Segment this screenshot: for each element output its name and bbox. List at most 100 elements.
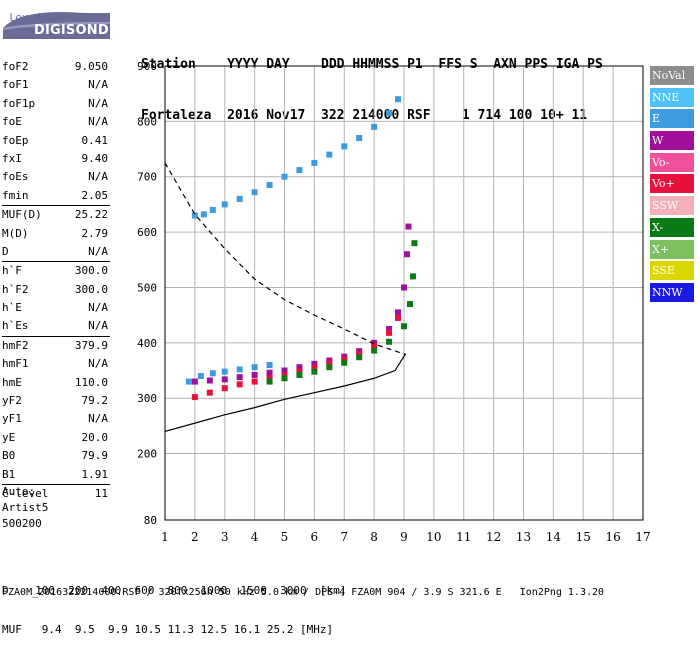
param-row: hmF2 379.9 [2, 337, 110, 355]
param-row: foF1 N/A [2, 76, 110, 94]
data-point [341, 356, 348, 363]
data-point [206, 389, 213, 396]
data-point [251, 378, 258, 385]
y-tick-label: 400 [137, 337, 157, 350]
data-point [406, 301, 413, 308]
param-row: foEp 0.41 [2, 132, 110, 150]
param-value: 9.40 [81, 151, 109, 165]
param-row: yE 20.0 [2, 429, 110, 447]
data-point [356, 134, 363, 141]
param-name: h`F [2, 264, 22, 278]
data-point [221, 376, 228, 383]
ionogram-chart: 1 2 3 4 5 6 7 8 9 10 11 12 13 14 15 16 17802003004005006… [137, 60, 651, 544]
data-point [197, 373, 204, 380]
param-row: yF2 79.2 [2, 392, 110, 410]
data-point [209, 370, 216, 377]
data-point [326, 360, 333, 367]
param-name: B1 [2, 467, 16, 481]
param-name: foEp [2, 133, 29, 147]
data-point [296, 368, 303, 375]
data-point [326, 364, 333, 371]
param-value: N/A [88, 96, 108, 110]
x-tick-label: 1 [161, 530, 169, 544]
param-row: C-level 11 [2, 485, 110, 503]
param-value: N/A [88, 319, 108, 333]
legend-item: SSW [650, 196, 694, 216]
param-row: hmE 110.0 [2, 374, 110, 392]
legend-item: Vo- [650, 152, 694, 172]
param-name: MUF(D) [2, 208, 42, 222]
data-point [296, 371, 303, 378]
data-point [409, 273, 416, 280]
param-row: B1 1.91 [2, 466, 110, 484]
x-tick-label: 6 [311, 530, 319, 544]
logo: Lowell DIGISONDE [0, 0, 120, 50]
x-tick-label: 16 [605, 530, 620, 544]
autoscaling-info: Auto: Artist5 500200 [2, 484, 48, 532]
param-separator [2, 335, 110, 337]
param-row: foE N/A [2, 113, 110, 131]
data-point [411, 240, 418, 247]
data-point [311, 159, 318, 166]
param-row: fxI 9.40 [2, 150, 110, 168]
param-value: N/A [88, 170, 108, 184]
y-tick-label: 200 [137, 448, 157, 461]
distance-row: D 100 200 400 600 800 1000 1500 3000 [km… [2, 584, 347, 597]
param-value: 2.05 [81, 188, 109, 202]
data-point [405, 223, 412, 230]
data-point [200, 211, 207, 218]
x-tick-label: 11 [456, 530, 471, 544]
data-point [236, 381, 243, 388]
param-name: B0 [2, 449, 16, 463]
file-info-footer: FZA0M_2016322214000.RSF / 320fx256h 50 k… [2, 587, 605, 598]
data-point [251, 364, 258, 371]
data-point [296, 167, 303, 174]
param-name: C-level [2, 486, 49, 500]
x-tick-label: 10 [426, 530, 441, 544]
param-name: h`E [2, 301, 22, 315]
param-name: yF1 [2, 412, 22, 426]
data-point [401, 284, 407, 291]
data-point [371, 123, 378, 130]
param-value: 0.41 [81, 133, 109, 147]
y-tick-label: 900 [137, 60, 157, 73]
data-point [191, 212, 198, 219]
legend-item: X- [650, 217, 694, 237]
data-point [296, 364, 303, 371]
x-tick-label: 7 [340, 530, 348, 544]
data-point [386, 338, 393, 345]
data-point [311, 368, 318, 375]
data-point [311, 364, 318, 371]
data-point [266, 378, 273, 385]
legend-item: W [650, 131, 694, 151]
param-row: h`F2 300.0 [2, 281, 110, 299]
param-row: fmin 2.05 [2, 187, 110, 205]
x-tick-label: 3 [221, 530, 229, 544]
logo-top-text: Lowell [9, 11, 44, 24]
data-point [191, 378, 198, 385]
param-row: hmF1 N/A [2, 355, 110, 373]
param-value: N/A [88, 115, 108, 129]
param-name: fxI [2, 151, 22, 165]
plot-frame [164, 65, 644, 521]
param-value: N/A [88, 78, 108, 92]
data-point [371, 342, 378, 349]
param-value: 25.22 [74, 208, 108, 222]
param-row: foEs N/A [2, 168, 110, 186]
x-tick-label: 5 [281, 530, 289, 544]
param-row: M(D) 2.79 [2, 225, 110, 243]
data-point [209, 206, 216, 213]
param-name: hmF1 [2, 357, 29, 371]
data-point [251, 189, 258, 196]
data-point [341, 143, 348, 150]
param-separator [2, 483, 110, 485]
data-point [311, 360, 318, 367]
param-value: 11 [94, 486, 108, 500]
param-name: foF1p [2, 96, 36, 110]
data-point [281, 371, 288, 378]
param-value: 110.0 [74, 375, 108, 389]
x-tick-label: 14 [546, 530, 562, 544]
data-point [395, 96, 402, 103]
x-tick-label: 2 [191, 530, 199, 544]
parameter-list: foF2 9.050 foF1 N/A foF1p N/A foE N/A foEp 0.41 fx… [2, 58, 110, 503]
